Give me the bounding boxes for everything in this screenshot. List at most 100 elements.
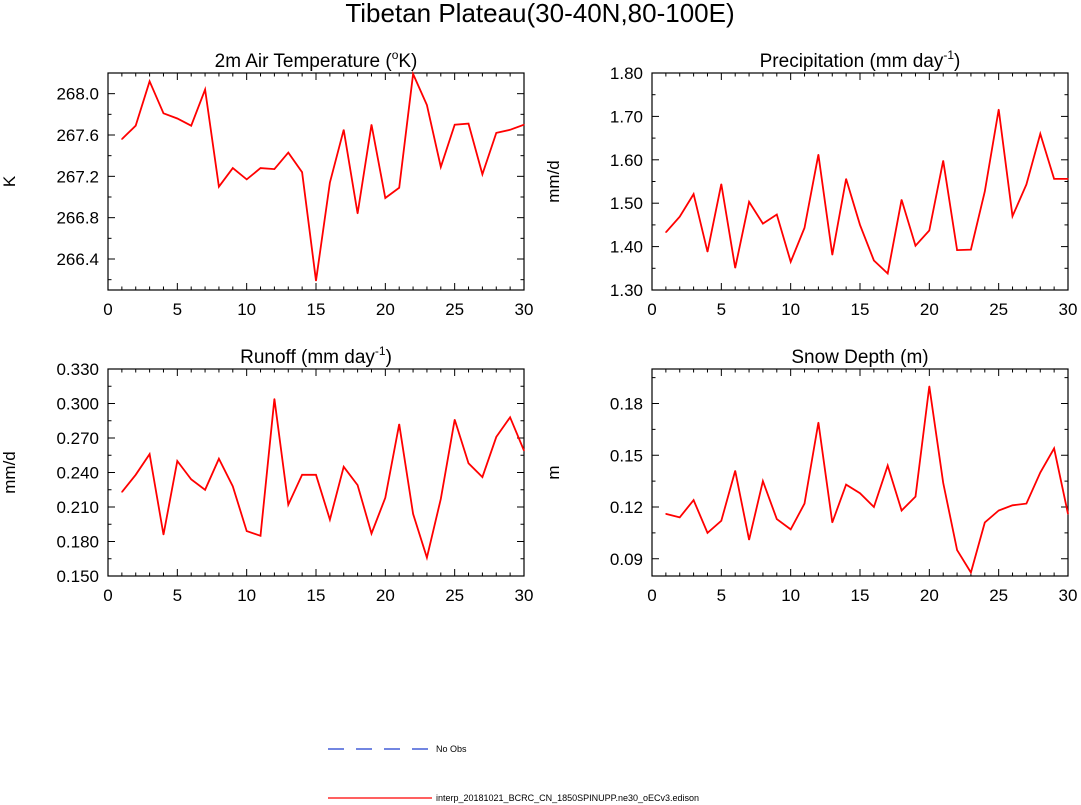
panel-4-point [942, 482, 944, 484]
panel-3-point [440, 498, 442, 500]
panel-2-xtick-label: 30 [1059, 300, 1078, 319]
panel-2-point [1067, 178, 1069, 180]
panel-2-point [1025, 183, 1027, 186]
panel-4-point [859, 492, 861, 494]
panel-1-point [259, 167, 262, 169]
legend: No Obs interp_20181021_BCRC_CN_1850SPINU… [328, 744, 699, 803]
panel-4-point [1039, 471, 1041, 474]
panel-1-point [357, 212, 359, 215]
panel-1-xtick-label: 20 [376, 300, 395, 319]
panel-1-ylabel: K [0, 175, 19, 187]
panel-3-point [454, 419, 456, 421]
panel-2-title-sup: -1 [943, 48, 954, 62]
panel-2-point [998, 108, 1000, 111]
legend-model-label: interp_20181021_BCRC_CN_1850SPINUPP.ne30… [436, 793, 699, 803]
panel-3-point [357, 484, 359, 486]
panel-1-point [412, 73, 414, 75]
panel-3-point [273, 398, 275, 400]
panel-1-ytick-label: 266.8 [56, 209, 99, 228]
panel-2-ytick-label: 1.30 [610, 281, 643, 300]
panel-1-point [343, 129, 345, 131]
panel-3-ylabel: mm/d [0, 451, 19, 494]
panel-2-point [803, 227, 806, 229]
panel-1-point [162, 112, 165, 114]
panel-2-point [679, 216, 681, 218]
panel-4-title: Snow Depth (m) [791, 347, 928, 368]
panel-3: Runoff (mm day-1) mm/d 0 5 10 15 20 25 30 0.150 0.… [0, 344, 533, 605]
panel-1-xtick-label: 15 [307, 300, 326, 319]
panel-2-ytick-label: 1.50 [610, 194, 643, 213]
panel-3-point [384, 497, 386, 499]
panel-2-point [914, 245, 917, 247]
panel-4-point [748, 539, 750, 541]
panel-1-point [384, 197, 386, 199]
panel-3-point [232, 485, 234, 487]
panel-2-ylabel: mm/d [544, 160, 563, 203]
panel-4-xtick-label: 10 [781, 586, 800, 605]
panel-2-point [928, 229, 930, 232]
panel-4-point [790, 528, 792, 531]
panel-3-xtick-label: 0 [103, 586, 112, 605]
panel-3-series-line [121, 398, 525, 561]
panel-3-point [523, 450, 525, 452]
panel-4-xtick-label: 20 [920, 586, 939, 605]
figure-title: Tibetan Plateau(30-40N,80-100E) [345, 0, 734, 28]
panel-2-point [720, 183, 722, 185]
panel-2: Precipitation (mm day-1) mm/d 0 5 10 15 20 25 30… [544, 48, 1077, 319]
panel-2-point [887, 272, 889, 275]
panel-3-point [315, 474, 317, 476]
panel-1-xtick-label: 30 [515, 300, 534, 319]
panel-3-point [246, 530, 248, 532]
panel-2-point [873, 259, 875, 262]
panel-2-xtick-label: 15 [851, 300, 870, 319]
panel-4-point [956, 549, 958, 551]
panel-4-xtick-label: 15 [851, 586, 870, 605]
panel-1: 2m Air Temperature (oK) K 0 5 10 15 20 25 30 266.… [0, 48, 533, 319]
panel-3-ytick-label: 0.330 [56, 360, 99, 379]
panel-3-point [149, 453, 151, 455]
panel-1-xtick-label: 10 [237, 300, 256, 319]
panel-2-point [859, 224, 861, 226]
panel-4-xtick-label: 5 [717, 586, 726, 605]
panel-2-point [942, 160, 944, 162]
panel-1-ytick-label: 268.0 [56, 85, 99, 104]
panel-1-point [232, 167, 234, 169]
panel-3-point [162, 534, 165, 536]
panel-2-point [956, 249, 958, 251]
panel-1-point [454, 124, 456, 126]
panel-3-ytick-label: 0.210 [56, 498, 99, 517]
panel-3-xtick-label: 5 [173, 586, 182, 605]
panel-2-point [734, 267, 736, 269]
panel-2-point [970, 249, 972, 251]
panel-3-title-text: Runoff (mm day [240, 347, 375, 368]
panel-4-point [970, 571, 972, 574]
panel-1-ytick-label: 267.6 [56, 126, 99, 145]
panel-1-point [509, 129, 511, 131]
panel-2-title-text: Precipitation (mm day [760, 51, 944, 72]
panel-2-series-line [665, 109, 1068, 276]
panel-3-point [412, 513, 414, 515]
panel-3-point [329, 519, 331, 521]
panel-3-point [370, 532, 373, 535]
panel-3-ytick-label: 0.300 [56, 395, 99, 414]
panel-3-point [509, 416, 511, 418]
panel-1-ytick-label: 266.4 [56, 250, 99, 269]
panel-1-point [246, 178, 248, 181]
panel-2-point [817, 153, 820, 156]
panel-4-title-text: Snow Depth (m) [791, 347, 928, 368]
panel-1-xtick-label: 5 [173, 300, 182, 319]
panel-4-point [998, 509, 1000, 512]
panel-3-point [176, 460, 178, 462]
panel-3-ytick-label: 0.240 [56, 464, 99, 483]
panel-2-point [706, 251, 709, 253]
panel-3-point [121, 491, 123, 493]
panel-3-ytick-label: 0.270 [56, 429, 99, 448]
panel-1-xtick-label: 25 [445, 300, 464, 319]
panel-3-point [135, 474, 137, 476]
panel-3-ytick-label: 0.180 [56, 533, 99, 552]
panel-1-point [481, 173, 483, 175]
panel-2-ytick-label: 1.40 [610, 238, 643, 257]
panel-2-ytick-label: 1.80 [610, 64, 643, 83]
panel-3-point [495, 436, 497, 438]
